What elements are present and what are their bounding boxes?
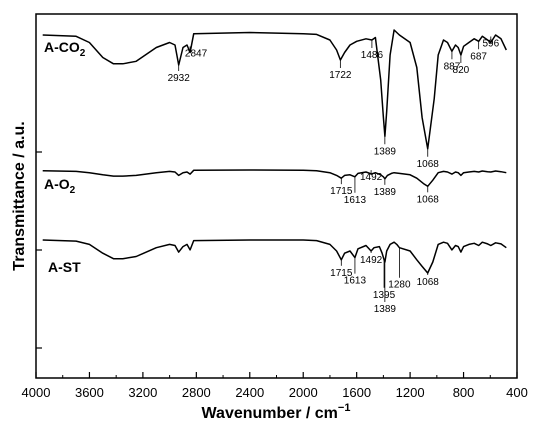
- x-tick-label: 2800: [182, 385, 211, 400]
- series-label-1: A-O2: [44, 176, 76, 196]
- series-line-0: [42, 29, 507, 150]
- peak-label: 1486: [361, 50, 384, 61]
- peak-label: 1722: [329, 70, 352, 81]
- x-axis-title: Wavenumber / cm−1: [202, 402, 351, 422]
- series-label-text: A-ST: [48, 259, 81, 275]
- series-label-subscript: 2: [70, 185, 76, 196]
- y-axis-title: Transmittance / a.u.: [11, 121, 28, 270]
- x-tick-label: 1200: [396, 385, 425, 400]
- series-lines: [42, 29, 507, 274]
- x-tick-label: 4000: [22, 385, 51, 400]
- peak-label: 1492: [360, 172, 383, 183]
- peak-label: 1389: [374, 146, 397, 157]
- series-label-2: A-ST: [48, 259, 81, 275]
- peak-label: 1280: [388, 280, 411, 291]
- x-tick-label: 2000: [289, 385, 318, 400]
- series-label-subscript: 2: [80, 48, 86, 59]
- peak-label: 2847: [185, 49, 208, 60]
- x-axis-ticks: 4000 3600 3200 2800 2400 2000 1600 1200 800 400: [22, 372, 528, 400]
- peak-label: 1715: [330, 268, 353, 279]
- peak-label: 1613: [344, 276, 367, 287]
- x-tick-label: 3600: [75, 385, 104, 400]
- peak-label: 1068: [417, 277, 440, 288]
- peak-label: 887: [444, 61, 461, 72]
- series-label-text: A-CO: [44, 39, 80, 55]
- peak-label: 687: [470, 51, 487, 62]
- series-line-1: [42, 169, 507, 188]
- x-axis-title-text: Wavenumber / cm: [202, 405, 338, 422]
- peak-label: 596: [482, 39, 499, 50]
- peak-label: 1492: [360, 255, 383, 266]
- series-line-2: [42, 239, 507, 274]
- series-label-0: A-CO2: [44, 39, 86, 59]
- peak-label: 1068: [417, 194, 440, 205]
- x-tick-label: 2400: [235, 385, 264, 400]
- peak-label: 1389: [374, 304, 397, 315]
- peak-label: 820: [453, 65, 470, 76]
- x-tick-label: 1600: [342, 385, 371, 400]
- peak-label: 1715: [330, 186, 353, 197]
- y-axis-ticks: [36, 151, 42, 349]
- peak-label: 1389: [374, 187, 397, 198]
- peak-label: 1613: [344, 195, 367, 206]
- x-tick-label: 400: [506, 385, 528, 400]
- x-tick-label: 3200: [128, 385, 157, 400]
- peak-label: 1068: [417, 159, 440, 170]
- x-tick-label: 800: [453, 385, 475, 400]
- peak-label: 1395: [373, 290, 396, 301]
- peak-label: 2932: [168, 73, 191, 84]
- x-axis-title-superscript: −1: [338, 402, 351, 414]
- series-label-text: A-O: [44, 176, 70, 192]
